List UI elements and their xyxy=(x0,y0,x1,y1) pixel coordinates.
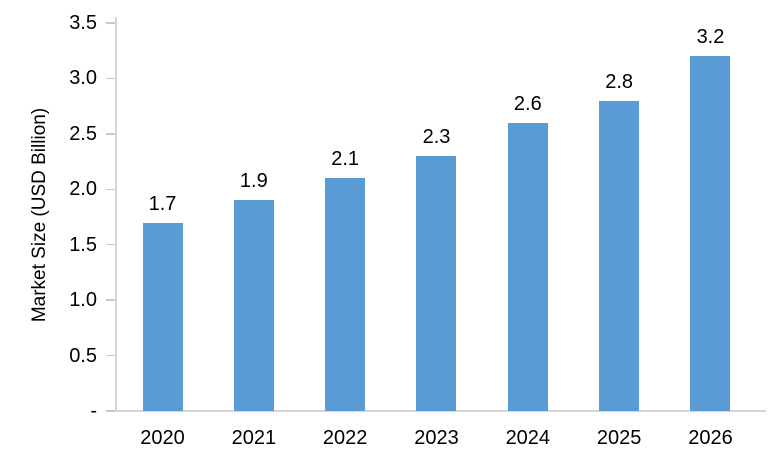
bar-value-label: 2.3 xyxy=(422,126,451,149)
bar-value-label: 1.9 xyxy=(239,170,268,193)
x-axis-tick-label: 2021 xyxy=(231,427,277,449)
y-axis-tick-mark xyxy=(106,188,115,191)
y-axis-tick-label: 3.0 xyxy=(69,67,97,90)
bar-2025 xyxy=(599,100,640,411)
y-axis-line xyxy=(115,17,117,411)
bar-2020 xyxy=(142,222,183,411)
y-axis-tick-mark xyxy=(106,354,115,357)
y-axis-tick-label: 2.0 xyxy=(69,178,97,201)
x-axis-tick-label: 2026 xyxy=(688,427,733,449)
bar-2024 xyxy=(507,122,548,411)
bar-2022 xyxy=(325,178,366,411)
y-axis-tick-mark xyxy=(106,243,115,246)
bar-2021 xyxy=(233,200,274,411)
y-axis-tick-label: 3.5 xyxy=(69,12,97,34)
x-axis-tick-label: 2023 xyxy=(414,427,459,449)
bar-value-label: 2.1 xyxy=(331,148,360,171)
x-axis-tick-label: 2025 xyxy=(596,427,642,449)
bar-value-label: 1.7 xyxy=(148,192,177,215)
y-axis-tick-label: - xyxy=(90,400,97,422)
x-axis-tick-label: 2020 xyxy=(140,427,185,449)
bar-value-label: 2.8 xyxy=(605,70,634,93)
x-axis-line xyxy=(106,410,766,412)
bar-2023 xyxy=(416,156,457,411)
y-axis-tick-mark xyxy=(106,299,115,301)
y-axis-tick-label: 2.5 xyxy=(69,122,97,145)
y-axis-title: Market Size (USD Billion) xyxy=(29,107,50,323)
y-axis-tick-label: 1.0 xyxy=(69,289,97,312)
y-axis-tick-mark xyxy=(106,22,115,24)
x-axis-tick-label: 2022 xyxy=(322,427,368,449)
x-axis-tick-label: 2024 xyxy=(505,427,551,449)
bar-value-label: 3.2 xyxy=(696,26,725,49)
bar-2026 xyxy=(690,56,731,411)
bar-value-label: 2.6 xyxy=(513,92,542,115)
y-axis-tick-mark xyxy=(106,410,115,412)
y-axis-tick-mark xyxy=(106,133,115,135)
y-axis-tick-label: 1.5 xyxy=(69,233,97,256)
y-axis-tick-label: 0.5 xyxy=(69,344,97,367)
y-axis-tick-mark xyxy=(106,77,115,80)
